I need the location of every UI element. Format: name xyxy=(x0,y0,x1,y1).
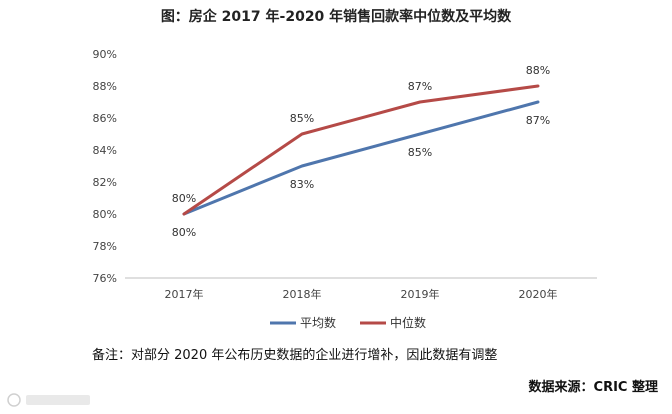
y-axis-ticks: 76% 78% 80% 82% 84% 86% 88% 90% xyxy=(93,48,117,285)
y-tick-label: 78% xyxy=(93,240,117,253)
data-labels: 80% 83% 85% 87% 80% 85% 87% 88% xyxy=(172,64,550,239)
data-label: 80% xyxy=(172,226,196,239)
x-tick-label: 2019年 xyxy=(401,287,440,301)
x-axis-ticks: 2017年 2018年 2019年 2020年 xyxy=(165,287,558,301)
footnote: 备注：对部分 2020 年公布历史数据的企业进行增补，因此数据有调整 xyxy=(92,348,498,363)
legend-label: 中位数 xyxy=(390,315,426,330)
series-line-mean xyxy=(182,100,540,216)
data-source: 数据来源：CRIC 整理 xyxy=(528,380,658,395)
legend-label: 平均数 xyxy=(300,315,336,330)
data-label: 88% xyxy=(526,64,550,77)
y-tick-label: 88% xyxy=(93,80,117,93)
line-chart: 76% 78% 80% 82% 84% 86% 88% 90% 2017年 2018年 2019年… xyxy=(93,48,597,330)
data-label: 87% xyxy=(526,114,550,127)
data-label: 83% xyxy=(290,178,314,191)
x-tick-label: 2020年 xyxy=(519,287,558,301)
y-tick-label: 82% xyxy=(93,176,117,189)
watermark-logo-icon xyxy=(7,393,90,407)
y-tick-label: 84% xyxy=(93,144,117,157)
y-tick-label: 86% xyxy=(93,112,117,125)
data-label: 85% xyxy=(290,112,314,125)
legend: 平均数 中位数 xyxy=(270,315,426,330)
data-label: 87% xyxy=(408,80,432,93)
y-tick-label: 76% xyxy=(93,272,117,285)
x-tick-label: 2018年 xyxy=(283,287,322,301)
data-label: 85% xyxy=(408,146,432,159)
series-line-median xyxy=(182,84,540,216)
y-tick-label: 90% xyxy=(93,48,117,61)
data-label: 80% xyxy=(172,192,196,205)
x-tick-label: 2017年 xyxy=(165,287,204,301)
series-lines xyxy=(182,84,540,216)
chart-title: 图：房企 2017 年-2020 年销售回款率中位数及平均数 xyxy=(160,9,512,25)
y-tick-label: 80% xyxy=(93,208,117,221)
